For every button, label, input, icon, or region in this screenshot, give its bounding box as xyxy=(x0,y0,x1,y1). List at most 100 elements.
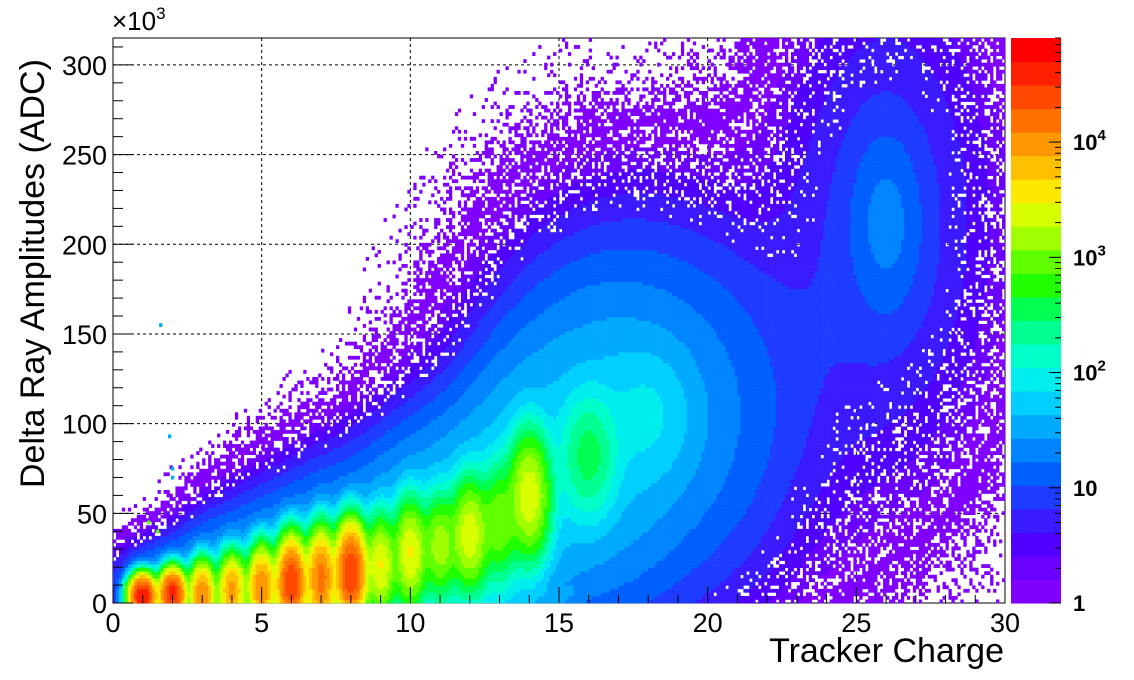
heatmap-cell xyxy=(136,564,141,568)
heatmap-cell xyxy=(377,281,381,286)
heatmap-cell xyxy=(276,535,280,540)
heatmap-cell xyxy=(240,588,245,593)
heatmap-cell xyxy=(258,581,262,586)
heatmap-cell xyxy=(410,352,414,357)
heatmap-cell xyxy=(380,447,384,452)
heatmap-cell xyxy=(231,585,236,590)
heatmap-cell xyxy=(398,550,402,554)
heatmap-cell xyxy=(142,539,147,544)
heatmap-cell xyxy=(416,539,420,544)
heatmap-cell xyxy=(338,504,343,508)
heatmap-cell xyxy=(151,514,155,519)
heatmap-cell xyxy=(157,490,161,494)
heatmap-cell xyxy=(368,366,372,371)
heatmap-cell xyxy=(338,525,343,530)
heatmap-cell xyxy=(166,504,170,508)
heatmap-cell xyxy=(318,405,322,410)
heatmap-cell xyxy=(276,504,280,508)
heatmap-cell xyxy=(365,468,370,473)
heatmap-cell xyxy=(211,468,215,473)
heatmap-cell xyxy=(410,398,414,403)
heatmap-cell xyxy=(127,588,132,593)
heatmap-cell xyxy=(252,553,257,558)
heatmap-cell xyxy=(371,405,375,410)
heatmap-cell xyxy=(255,553,259,558)
heatmap-cell xyxy=(214,528,218,533)
heatmap-cell xyxy=(285,592,289,597)
heatmap-cell xyxy=(225,507,230,512)
heatmap-cell xyxy=(211,504,215,508)
heatmap-cell xyxy=(362,539,367,544)
heatmap-cell xyxy=(392,574,396,579)
heatmap-cell xyxy=(356,387,361,392)
heatmap-cell xyxy=(175,581,179,586)
heatmap-cell xyxy=(246,479,251,484)
heatmap-cell xyxy=(330,592,334,597)
heatmap-cell xyxy=(285,535,289,540)
heatmap-cell xyxy=(324,426,328,431)
heatmap-cell xyxy=(306,532,310,537)
heatmap-cell xyxy=(410,546,414,551)
heatmap-cell xyxy=(297,479,301,484)
heatmap-cell xyxy=(217,486,221,491)
heatmap-cell xyxy=(350,444,355,448)
heatmap-cell xyxy=(389,320,393,325)
heatmap-cell xyxy=(386,398,390,403)
heatmap-cell xyxy=(306,405,310,410)
heatmap-cell xyxy=(404,387,408,392)
heatmap-cell xyxy=(398,539,402,544)
heatmap-cell xyxy=(300,451,304,455)
heatmap-cell xyxy=(386,578,390,583)
heatmap-cell xyxy=(303,592,307,597)
heatmap-cell xyxy=(413,588,417,593)
heatmap-cell xyxy=(297,437,301,441)
heatmap-cell xyxy=(258,585,262,590)
heatmap-cell xyxy=(368,482,372,487)
heatmap-cell xyxy=(404,465,408,470)
heatmap-cell xyxy=(404,384,408,388)
heatmap-cell xyxy=(187,525,191,530)
heatmap-cell xyxy=(228,454,233,459)
heatmap-cell xyxy=(118,560,123,565)
heatmap-cell xyxy=(127,574,132,579)
heatmap-cell xyxy=(365,394,370,399)
heatmap-cell xyxy=(264,550,268,554)
heatmap-cell xyxy=(303,479,307,484)
heatmap-cell xyxy=(380,309,384,314)
heatmap-cell xyxy=(243,553,248,558)
heatmap-cell xyxy=(163,571,167,576)
heatmap-cell xyxy=(401,444,405,448)
heatmap-cell xyxy=(261,567,265,572)
heatmap-cell xyxy=(413,398,417,403)
heatmap-cell xyxy=(175,546,179,551)
heatmap-cell xyxy=(297,497,301,501)
heatmap-cell xyxy=(184,535,188,540)
heatmap-cell xyxy=(309,528,313,533)
heatmap-cell xyxy=(121,588,126,593)
heatmap-cell xyxy=(217,539,221,544)
heatmap-cell xyxy=(386,521,390,526)
heatmap-cell xyxy=(413,504,417,508)
heatmap-cell xyxy=(160,567,164,572)
heatmap-cell xyxy=(327,535,331,540)
heatmap-cell xyxy=(336,345,340,350)
heatmap-cell xyxy=(309,595,313,600)
heatmap-cell xyxy=(350,461,355,466)
heatmap-cell xyxy=(199,482,203,487)
heatmap-cell xyxy=(211,497,215,501)
heatmap-cell xyxy=(297,461,301,466)
heatmap-cell xyxy=(410,511,414,516)
heatmap-cell xyxy=(228,447,233,452)
heatmap-cell xyxy=(113,578,117,583)
heatmap-cell xyxy=(356,412,361,417)
heatmap-cell xyxy=(398,451,402,455)
heatmap-cell xyxy=(193,521,197,526)
heatmap-cell xyxy=(258,440,262,445)
heatmap-cell xyxy=(113,585,117,590)
heatmap-cell xyxy=(303,437,307,441)
heatmap-cell xyxy=(353,553,358,558)
heatmap-cell xyxy=(288,493,292,498)
heatmap-cell xyxy=(368,348,372,353)
heatmap-cell xyxy=(231,542,236,547)
heatmap-cell xyxy=(142,497,147,501)
